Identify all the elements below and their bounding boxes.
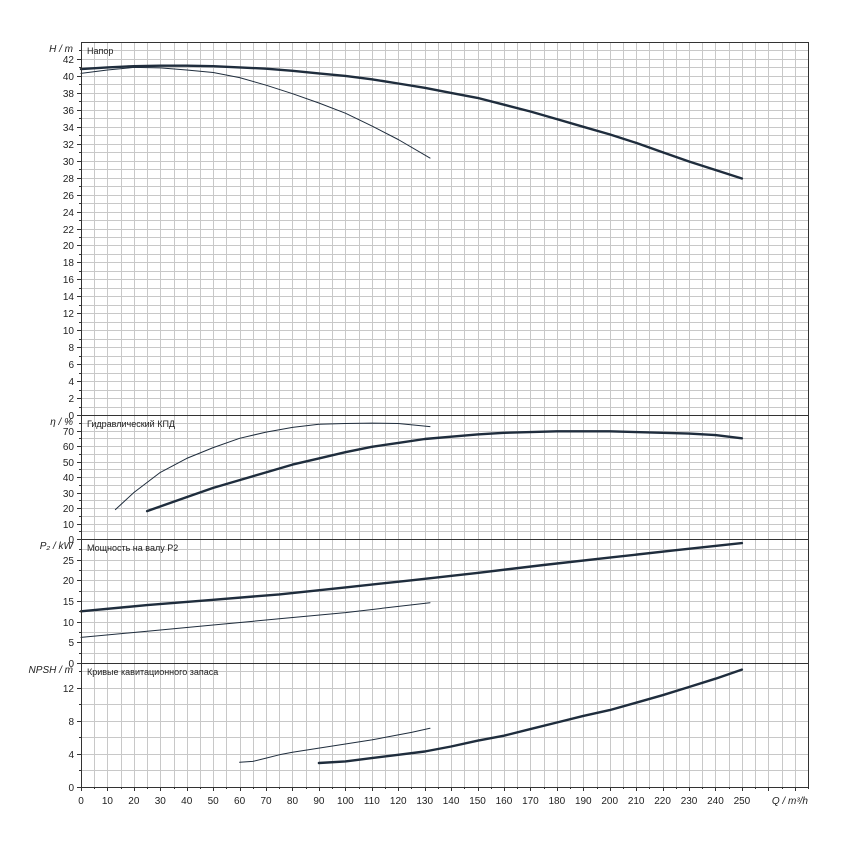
y-tick-label: 30 [63, 157, 75, 168]
x-tick-label: 60 [234, 796, 246, 807]
curve-reduced-impeller [80, 602, 431, 638]
y-tick-label: 40 [63, 473, 75, 484]
y-tick-label: 38 [63, 89, 75, 100]
y-tick-label: 0 [68, 411, 74, 422]
y-tick-label: 5 [68, 638, 74, 649]
y-tick-label: 18 [63, 258, 75, 269]
y-tick-label: 60 [63, 442, 75, 453]
y-tick-label: 10 [63, 618, 75, 629]
panel-title: Напор [87, 46, 113, 56]
x-tick-label: 20 [128, 796, 140, 807]
y-tick-label: 8 [68, 343, 74, 354]
curve-reduced-impeller [80, 66, 431, 159]
y-axis-label: H / m [49, 44, 73, 55]
x-tick-label: 150 [469, 796, 486, 807]
y-axis-label: NPSH / m [29, 665, 73, 676]
x-tick-label: 120 [390, 796, 407, 807]
x-tick-label: 140 [443, 796, 460, 807]
x-tick-label: 90 [313, 796, 325, 807]
y-tick-label: 70 [63, 427, 75, 438]
y-tick-label: 0 [68, 783, 74, 794]
y-tick-label: 16 [63, 275, 75, 286]
x-tick-label: 160 [496, 796, 513, 807]
y-tick-label: 14 [63, 292, 75, 303]
x-tick-label: 70 [260, 796, 272, 807]
x-tick-label: 200 [601, 796, 618, 807]
y-tick-label: 30 [63, 489, 75, 500]
x-tick-label: 30 [155, 796, 167, 807]
x-tick-label: 250 [734, 796, 751, 807]
y-tick-label: 4 [68, 377, 74, 388]
x-tick-label: 240 [707, 796, 724, 807]
y-tick-label: 4 [68, 750, 74, 761]
y-tick-label: 42 [63, 55, 75, 66]
x-tick-label: 80 [287, 796, 299, 807]
y-tick-label: 22 [63, 225, 75, 236]
y-tick-label: 20 [63, 241, 75, 252]
y-tick-label: 15 [63, 597, 75, 608]
y-tick-label: 26 [63, 191, 75, 202]
y-tick-label: 10 [63, 326, 75, 337]
x-tick-label: 180 [549, 796, 566, 807]
y-axis-label: P₂ / kW [40, 541, 75, 552]
y-tick-label: 32 [63, 140, 75, 151]
y-tick-label: 10 [63, 520, 75, 531]
y-tick-label: 36 [63, 106, 75, 117]
y-tick-label: 24 [63, 208, 75, 219]
y-tick-label: 2 [68, 394, 74, 405]
y-tick-label: 28 [63, 174, 75, 185]
x-axis-label: Q / m³/h [772, 796, 809, 807]
x-tick-label: 110 [364, 796, 380, 807]
y-tick-label: 34 [63, 123, 75, 134]
y-tick-label: 12 [63, 309, 75, 320]
panel-title: Гидравлический КПД [87, 419, 175, 429]
curve-reduced-impeller [239, 727, 431, 763]
x-tick-label: 220 [654, 796, 671, 807]
x-tick-label: 10 [102, 796, 114, 807]
x-tick-label: 190 [575, 796, 592, 807]
y-tick-label: 6 [68, 360, 74, 371]
y-tick-label: 25 [63, 556, 75, 567]
curve-full-impeller [317, 668, 744, 765]
x-tick-label: 130 [416, 796, 433, 807]
y-tick-label: 12 [63, 684, 75, 695]
panel-frame [81, 663, 809, 788]
y-tick-label: 0 [68, 535, 74, 546]
y-tick-label: 0 [68, 659, 74, 670]
x-tick-label: 40 [181, 796, 193, 807]
panel-title: Кривые кавитационного запаса [87, 667, 218, 677]
x-tick-label: 210 [628, 796, 645, 807]
y-axis-label: η / % [50, 417, 73, 428]
x-tick-label: 230 [681, 796, 698, 807]
curve-full-impeller [79, 64, 744, 180]
x-tick-label: 100 [337, 796, 354, 807]
y-tick-label: 20 [63, 504, 75, 515]
curve-full-impeller [79, 541, 744, 613]
x-tick-label: 50 [208, 796, 220, 807]
panel-title: Мощность на валу P2 [87, 543, 178, 553]
curve-reduced-impeller [114, 422, 431, 511]
y-tick-label: 40 [63, 72, 75, 83]
y-tick-label: 8 [68, 717, 74, 728]
y-tick-label: 50 [63, 458, 75, 469]
y-tick-label: 20 [63, 576, 75, 587]
x-tick-label: 170 [522, 796, 539, 807]
curve-full-impeller [145, 430, 744, 513]
x-tick-label: 0 [78, 796, 84, 807]
